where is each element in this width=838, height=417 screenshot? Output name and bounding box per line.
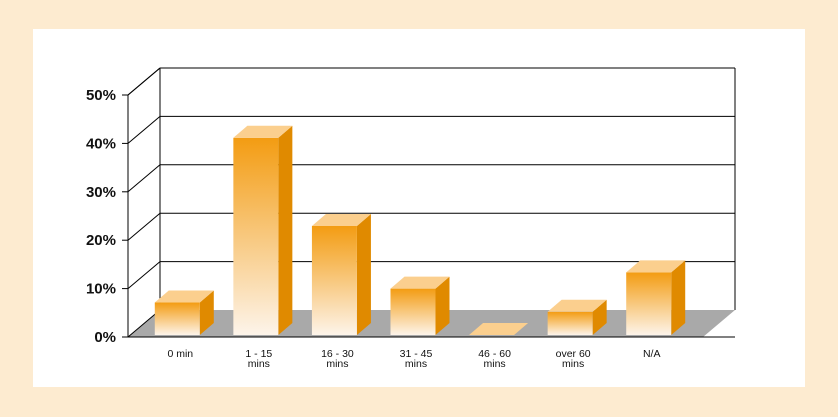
side-gridline [127, 116, 161, 144]
bar [469, 323, 529, 335]
bar-side [592, 299, 607, 335]
bar-side [435, 276, 450, 335]
bar-side [199, 290, 214, 335]
side-wall-top-edge [127, 67, 161, 96]
bar-top [154, 290, 214, 303]
bar-top [469, 323, 529, 335]
bar-front [311, 225, 357, 335]
y-tick-label: 50% [86, 87, 116, 104]
bar [547, 299, 607, 335]
bar-side [671, 260, 686, 335]
x-tick-label: 46 - 60 mins [478, 348, 511, 370]
side-gridline [127, 309, 161, 338]
bar-chart: 0% 10% 20% 30% 40% 50% 0 min 1 - 15 mins 16 - 30… [86, 67, 736, 370]
x-tick-label: 16 - 30 mins [321, 348, 354, 370]
x-tick-label: 1 - 15 mins [245, 348, 272, 370]
bar-side [278, 125, 293, 335]
x-tick-label: 31 - 45 mins [400, 348, 433, 370]
x-tick-label: N/A [643, 348, 661, 360]
bar-front [547, 311, 593, 335]
bar-top [311, 213, 371, 226]
side-gridline [127, 212, 161, 241]
x-tick-label: 0 min [167, 348, 193, 360]
bar [154, 290, 214, 335]
y-tick-label: 20% [86, 232, 116, 249]
y-tick-label: 40% [86, 135, 116, 152]
y-tick-label: 30% [86, 184, 116, 201]
bar-top [390, 276, 450, 289]
bar-side [356, 213, 371, 335]
y-tick-label: 0% [94, 329, 116, 346]
bar [233, 125, 293, 335]
y-tick-label: 10% [86, 281, 116, 298]
side-gridline [127, 164, 161, 193]
side-gridline [127, 261, 161, 289]
bar [390, 276, 450, 335]
bar-top [547, 299, 607, 312]
bar-top [233, 125, 293, 138]
bar-front [390, 288, 436, 335]
bar-front [626, 272, 672, 335]
x-tick-label: over 60 mins [556, 348, 591, 370]
bar-top [626, 260, 686, 273]
bar [626, 260, 686, 335]
bar-front [233, 137, 279, 335]
bar-front [154, 302, 200, 335]
chart-frame: 0% 10% 20% 30% 40% 50% 0 min 1 - 15 mins 16 - 30… [33, 29, 805, 387]
bar [311, 213, 371, 335]
